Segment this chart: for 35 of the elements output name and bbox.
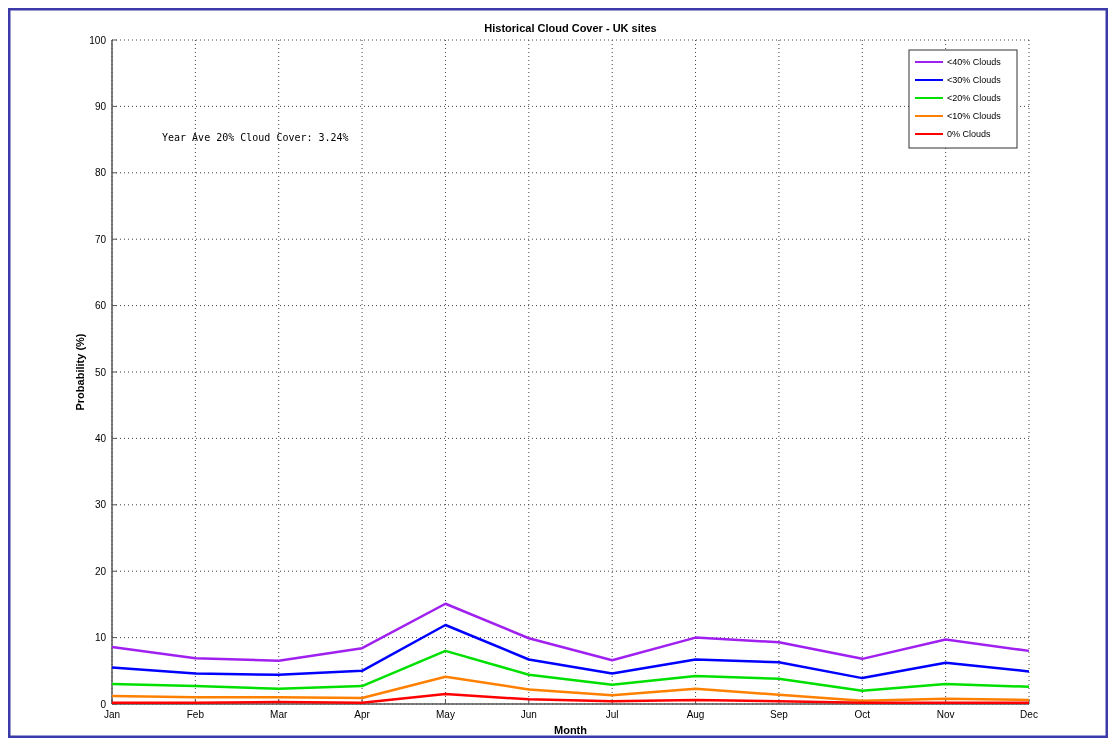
x-tick-label: Oct [854, 709, 871, 720]
legend-label: 0% Clouds [947, 129, 992, 140]
line-series [110, 649, 1031, 692]
x-tick-label: Jul [605, 709, 619, 720]
y-tick-label: 60 [94, 300, 107, 312]
annotation: Year Ave 20% Cloud Cover: 3.24% [162, 131, 349, 143]
x-tick-label: May [436, 709, 455, 720]
legend-label: <30% Clouds [947, 75, 1002, 86]
y-tick-label: 20 [94, 565, 107, 577]
y-tick-label: 0 [100, 698, 107, 710]
x-tick-label: Jan [103, 709, 121, 720]
x-tick-label: Jun [520, 709, 537, 720]
x-axis-title: Month [554, 724, 588, 736]
line-series [110, 602, 1031, 663]
y-tick-label: 40 [94, 432, 107, 444]
line-series [110, 623, 1031, 680]
y-tick-label: 50 [94, 366, 107, 378]
y-tick-label: 30 [94, 499, 107, 511]
legend-label: <10% Clouds [947, 111, 1002, 122]
legend-label: <40% Clouds [947, 57, 1002, 68]
x-tick-label: Dec [1020, 709, 1038, 720]
legend-label: <20% Clouds [947, 93, 1002, 104]
x-tick-label: Sep [770, 709, 789, 720]
x-tick-label: Feb [186, 709, 205, 720]
y-tick-label: 70 [94, 233, 107, 245]
x-tick-label: Aug [686, 709, 705, 720]
x-tick-label: Nov [936, 709, 955, 720]
x-tick-label: Mar [270, 709, 288, 720]
y-tick-label: 100 [89, 34, 107, 46]
y-tick-label: 10 [94, 632, 107, 644]
y-tick-label: 80 [94, 167, 107, 179]
y-axis-title: Probability (%) [74, 333, 86, 411]
x-tick-label: Apr [354, 709, 371, 720]
y-tick-label: 90 [94, 100, 107, 112]
chart-title: Historical Cloud Cover - UK sites [484, 22, 657, 34]
